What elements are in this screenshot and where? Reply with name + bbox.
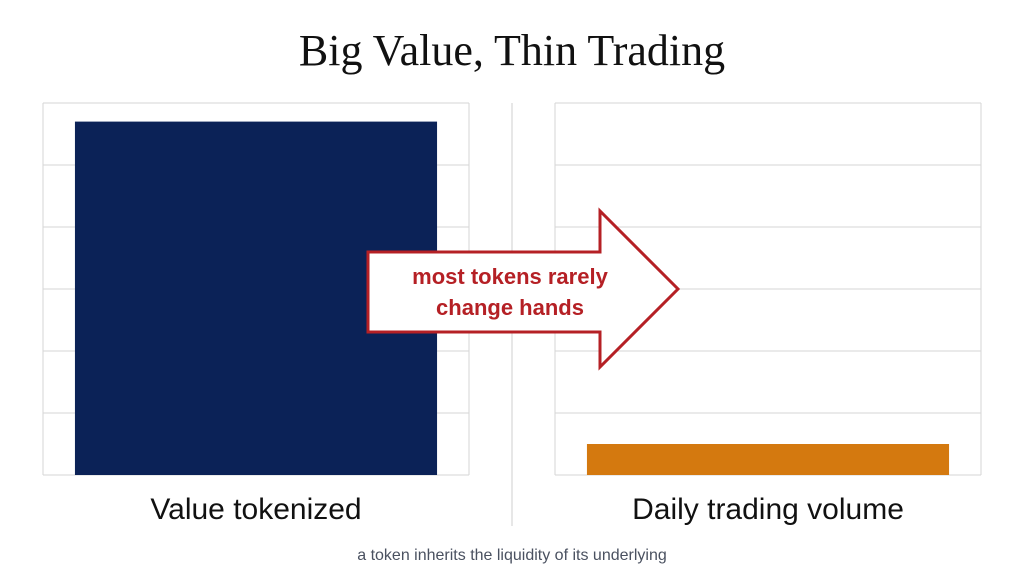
x-tick-label: Value tokenized xyxy=(150,493,361,526)
annotation-line: most tokens rarely xyxy=(412,264,608,289)
arrow-shape xyxy=(366,207,681,371)
caption: a token inherits the liquidity of its un… xyxy=(357,547,667,564)
title: Big Value, Thin Trading xyxy=(299,26,725,75)
annotation-line: change hands xyxy=(436,295,584,320)
bar xyxy=(586,444,950,475)
arrow: most tokens rarely change hands xyxy=(366,207,681,371)
x-tick-label: Daily trading volume xyxy=(632,493,904,526)
